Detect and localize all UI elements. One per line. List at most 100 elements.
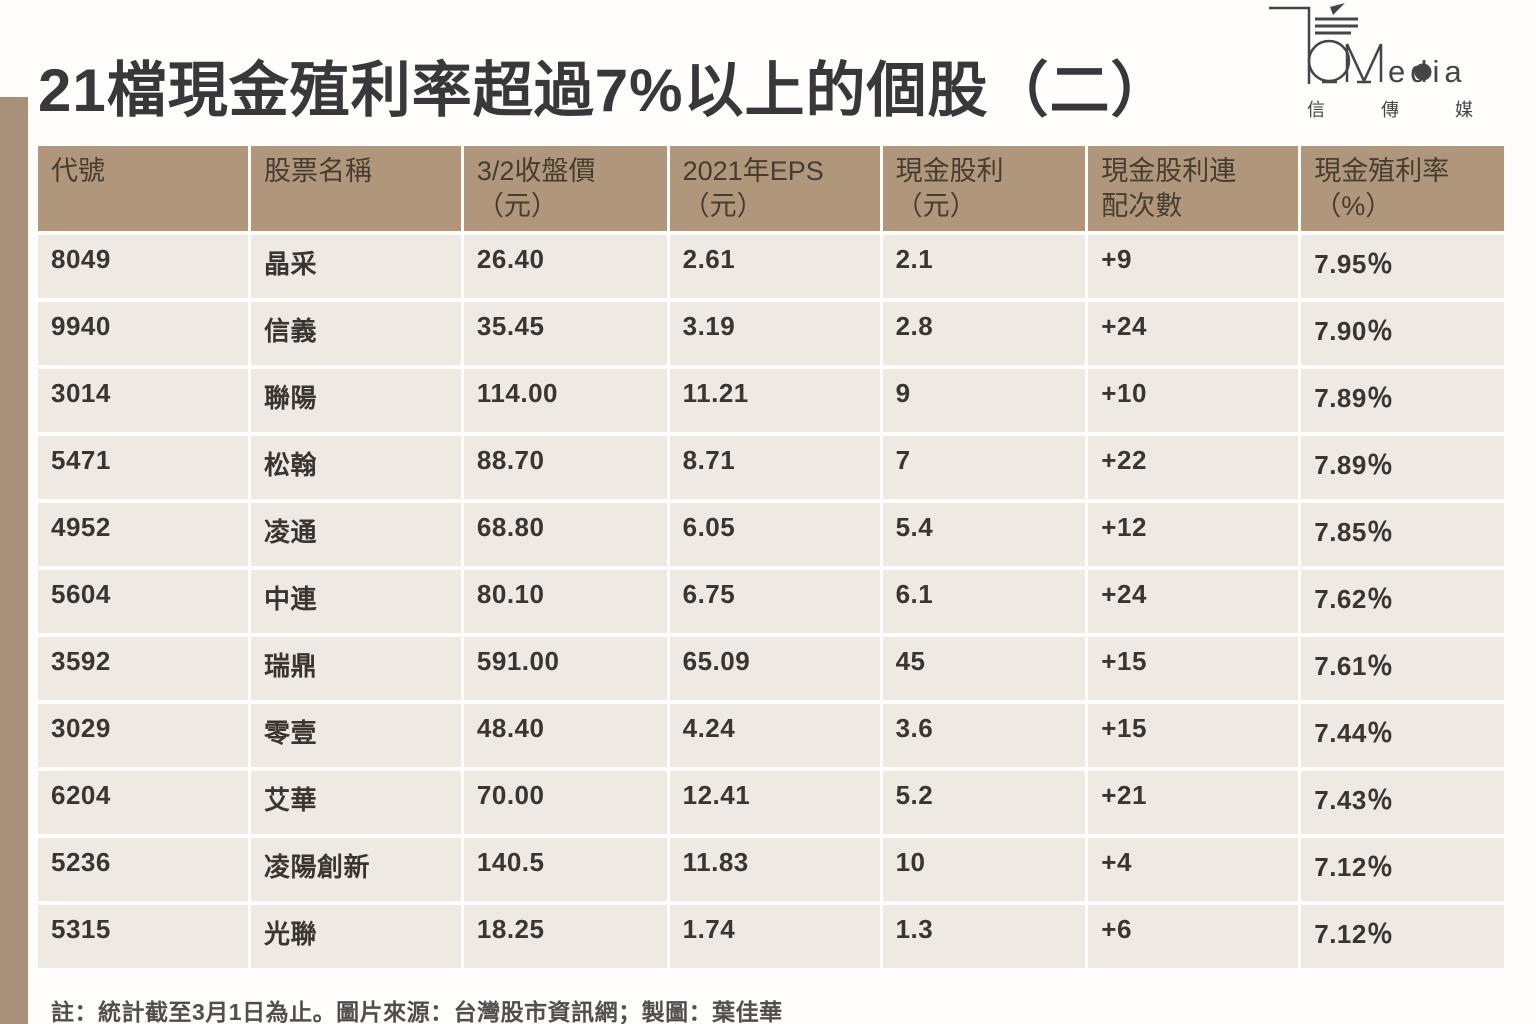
close-price-cell: 35.45	[463, 302, 667, 366]
column-sublabel: （%）	[1314, 190, 1393, 221]
eps-cell: 65.09	[669, 637, 880, 701]
table-row: 5236 凌陽創新 140.5 11.83 10 +4 7.12％	[38, 838, 1504, 902]
close-price-cell: 591.00	[463, 637, 667, 701]
yield-cell: 7.89％	[1301, 369, 1504, 433]
yield-cell: 7.44％	[1301, 704, 1504, 768]
yield-cell: 7.43％	[1301, 771, 1504, 835]
left-accent-bar	[0, 97, 28, 1024]
stock-code-cell: 5236	[38, 838, 248, 902]
cmedia-logo-mark	[1269, 3, 1432, 84]
eps-cell: 4.24	[669, 704, 880, 768]
column-label: 股票名稱	[263, 156, 372, 186]
table-row: 3014 聯陽 114.00 11.21 9 +10 7.89％	[38, 369, 1504, 433]
column-header-name: 股票名稱	[250, 146, 461, 232]
column-header-code: 代號	[38, 146, 248, 232]
yield-cell: 7.12％	[1301, 838, 1504, 902]
eps-cell: 6.05	[669, 503, 880, 567]
table-row: 3029 零壹 48.40 4.24 3.6 +15 7.44％	[38, 704, 1504, 768]
cash-dividend-cell: 5.4	[882, 503, 1086, 567]
table-row: 4952 凌通 68.80 6.05 5.4 +12 7.85％	[38, 503, 1504, 567]
consecutive-count-cell: +9	[1088, 235, 1299, 299]
column-label: 3/2收盤價	[476, 156, 596, 186]
close-price-cell: 48.40	[463, 704, 667, 768]
column-label: 現金股利連	[1101, 156, 1237, 186]
column-header-consecutive-count: 現金股利連 配次數	[1088, 146, 1299, 232]
consecutive-count-cell: +22	[1088, 436, 1299, 500]
close-price-cell: 114.00	[463, 369, 667, 433]
cash-dividend-cell: 6.1	[882, 570, 1086, 634]
cash-dividend-cell: 10	[882, 838, 1086, 902]
table-row: 5315 光聯 18.25 1.74 1.3 +6 7.12％	[38, 905, 1504, 969]
stock-code-cell: 3014	[38, 369, 248, 433]
eps-cell: 8.71	[669, 436, 880, 500]
eps-cell: 2.61	[669, 235, 880, 299]
table-row: 3592 瑞鼎 591.00 65.09 45 +15 7.61％	[38, 637, 1504, 701]
footnote: 註：統計截至3月1日為止。圖片來源：台灣股市資訊網；製圖：葉佳華	[51, 999, 783, 1024]
cash-dividend-cell: 9	[882, 369, 1086, 433]
eps-cell: 6.75	[669, 570, 880, 634]
column-label: 2021年EPS	[682, 156, 824, 186]
header-area: 21檔現金殖利率超過7%以上的個股（二） edia 信傳媒	[38, 0, 1510, 142]
table-row: 5471 松翰 88.70 8.71 7 +22 7.89％	[38, 436, 1504, 500]
column-header-cash-dividend: 現金股利 （元）	[882, 146, 1086, 232]
cash-dividend-cell: 1.3	[882, 905, 1086, 969]
yield-cell: 7.85％	[1301, 503, 1504, 567]
stock-name-cell: 凌陽創新	[250, 838, 461, 902]
column-sublabel: （元）	[476, 190, 558, 221]
eps-cell: 11.21	[669, 369, 880, 433]
stock-name-cell: 松翰	[250, 436, 461, 500]
stock-name-cell: 聯陽	[250, 369, 461, 433]
column-label: 現金股利	[895, 156, 1004, 186]
eps-cell: 12.41	[669, 771, 880, 835]
close-price-cell: 26.40	[463, 235, 667, 299]
stock-code-cell: 6204	[38, 771, 248, 835]
column-sublabel: （元）	[682, 190, 764, 221]
stock-code-cell: 5471	[38, 436, 248, 500]
page-title: 21檔現金殖利率超過7%以上的個股（二）	[38, 57, 1172, 124]
close-price-cell: 18.25	[463, 905, 667, 969]
close-price-cell: 140.5	[463, 838, 667, 902]
column-header-yield: 現金殖利率 （%）	[1301, 146, 1504, 232]
close-price-cell: 88.70	[463, 436, 667, 500]
stock-name-cell: 光聯	[250, 905, 461, 969]
infographic: 21檔現金殖利率超過7%以上的個股（二） edia 信傳媒	[38, 0, 1510, 1024]
table-row: 6204 艾華 70.00 12.41 5.2 +21 7.43％	[38, 771, 1504, 835]
stock-code-cell: 4952	[38, 503, 248, 567]
logo-bars-shape	[1315, 17, 1358, 35]
yield-cell: 7.62％	[1301, 570, 1504, 634]
consecutive-count-cell: +6	[1088, 905, 1299, 969]
stock-code-cell: 5604	[38, 570, 248, 634]
table-row: 9940 信義 35.45 3.19 2.8 +24 7.90％	[38, 302, 1504, 366]
column-sublabel: 配次數	[1101, 190, 1183, 221]
yield-cell: 7.95％	[1301, 235, 1504, 299]
close-price-cell: 70.00	[463, 771, 667, 835]
logo-d-dot	[1414, 63, 1432, 81]
column-header-close-price: 3/2收盤價 （元）	[463, 146, 667, 232]
consecutive-count-cell: +24	[1088, 302, 1299, 366]
eps-cell: 3.19	[669, 302, 880, 366]
consecutive-count-cell: +10	[1088, 369, 1299, 433]
column-label: 代號	[51, 156, 105, 186]
column-sublabel: （元）	[895, 190, 977, 221]
column-label: 現金殖利率	[1314, 156, 1450, 186]
consecutive-count-cell: +15	[1088, 637, 1299, 701]
eps-cell: 1.74	[669, 905, 880, 969]
table-header-row: 代號 股票名稱 3/2收盤價 （元） 2021年EPS （元） 現金股利	[38, 146, 1504, 232]
logo-m-letter	[1345, 43, 1383, 84]
stock-code-cell: 8049	[38, 235, 248, 299]
logo-cjk-text: 信傳媒	[1307, 100, 1498, 120]
logo-flag-shape	[1330, 3, 1345, 15]
consecutive-count-cell: +4	[1088, 838, 1299, 902]
stocks-table: 代號 股票名稱 3/2收盤價 （元） 2021年EPS （元） 現金股利	[35, 142, 1507, 972]
cmedia-logo: edia 信傳媒	[1252, 2, 1498, 134]
stock-name-cell: 信義	[250, 302, 461, 366]
stock-name-cell: 瑞鼎	[250, 637, 461, 701]
table-body: 8049 晶采 26.40 2.61 2.1 +9 7.95％ 9940 信義 …	[38, 235, 1504, 969]
stock-code-cell: 3029	[38, 704, 248, 768]
yield-cell: 7.61％	[1301, 637, 1504, 701]
close-price-cell: 80.10	[463, 570, 667, 634]
consecutive-count-cell: +21	[1088, 771, 1299, 835]
stock-name-cell: 中連	[250, 570, 461, 634]
cash-dividend-cell: 3.6	[882, 704, 1086, 768]
yield-cell: 7.89％	[1301, 436, 1504, 500]
